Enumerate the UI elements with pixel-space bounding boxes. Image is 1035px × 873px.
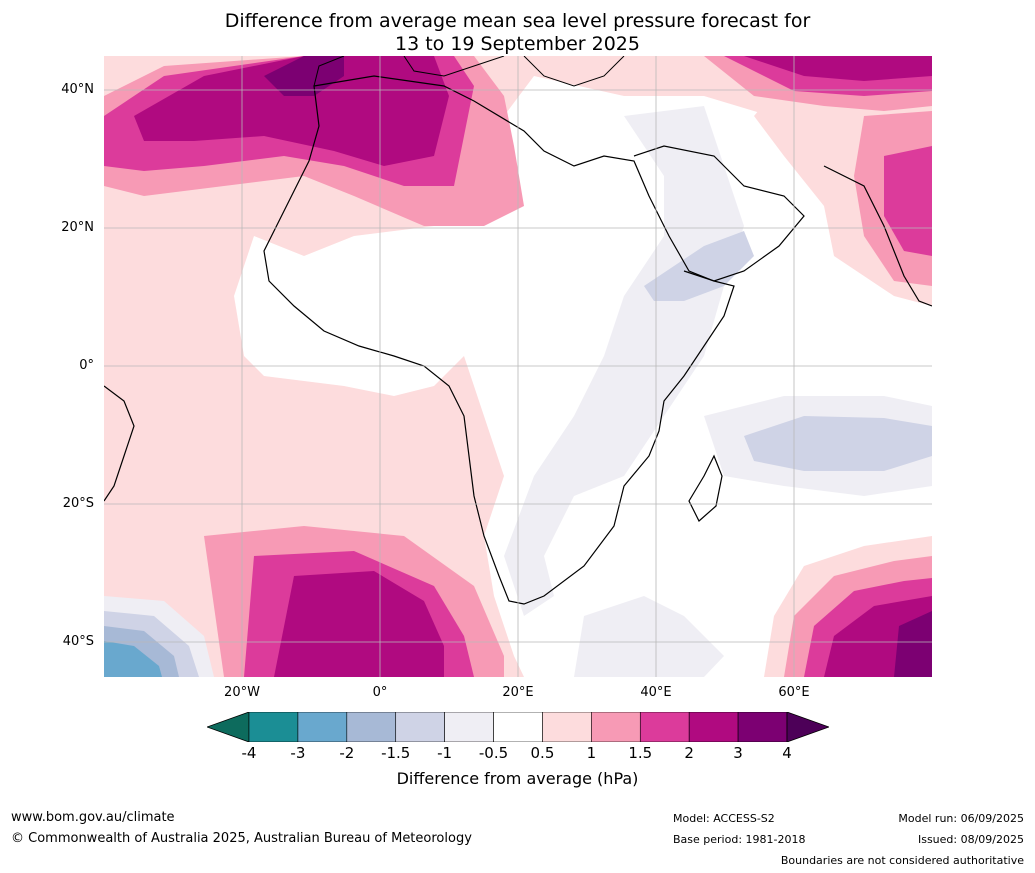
- lon-label-40e: 40°E: [640, 685, 672, 700]
- footer-website: www.bom.gov.au/climate: [11, 810, 175, 825]
- colorbar-bin: [395, 711, 445, 743]
- colorbar-bin: [591, 711, 641, 743]
- lon-label-60e: 60°E: [778, 685, 810, 700]
- colorbar-bin: [248, 711, 299, 743]
- anomaly-region-pale-pink-west: [104, 56, 932, 677]
- map-title: Difference from average mean sea level p…: [0, 10, 1035, 56]
- lon-label-20w: 20°W: [224, 685, 260, 700]
- colorbar-tick-label: 1.5: [628, 744, 653, 762]
- footer-issued: Issued: 08/09/2025: [917, 833, 1024, 846]
- anomaly-region-nw-core: [264, 56, 344, 96]
- colorbar-bin: [297, 711, 348, 743]
- footer-base-period: Base period: 1981-2018: [673, 833, 806, 846]
- colorbar-tick-label: -4: [241, 744, 257, 762]
- anomaly-region-sind-core: [894, 611, 932, 677]
- colorbar-tick-label: -1: [437, 744, 453, 762]
- footer-model-run: Model run: 06/09/2025: [898, 812, 1024, 825]
- europe-coastline: [313, 56, 625, 87]
- colorbar-bin: [737, 711, 788, 743]
- colorbar-tick-label: -0.5: [478, 744, 509, 762]
- anomaly-region-ne-deep: [744, 56, 932, 81]
- colorbar-title: Difference from average (hPa): [396, 769, 639, 788]
- colorbar-bin: [493, 711, 543, 743]
- colorbar-tick-label: 3: [733, 744, 743, 762]
- anomaly-region-india-magenta: [884, 146, 932, 256]
- colorbar-extend-low: [205, 711, 250, 743]
- colorbar-bin: [346, 711, 397, 743]
- lon-label-0: 0°: [372, 685, 388, 700]
- colorbar-tick-label: 0.5: [530, 744, 555, 762]
- colorbar-bin: [688, 711, 739, 743]
- lat-label-40n: 40°N: [61, 82, 94, 97]
- colorbar-tick-label: 4: [782, 744, 792, 762]
- anomaly-region-sw-blue: [104, 641, 162, 677]
- south-america-coastline: [104, 385, 135, 502]
- colorbar-tick-label: -2: [339, 744, 355, 762]
- graticule: [104, 56, 932, 677]
- colorbar: [205, 711, 831, 743]
- anomaly-region-blue-grey-indian: [744, 416, 932, 471]
- colorbar-extend-high: [786, 711, 831, 743]
- anomaly-region-lavender-east-africa: [504, 106, 744, 616]
- lat-label-0: 0°: [79, 358, 94, 373]
- colorbar-tick-label: 2: [684, 744, 694, 762]
- colorbar-bin: [444, 711, 494, 743]
- map-title-line2: 13 to 19 September 2025: [395, 33, 640, 55]
- colorbar-tick-label: -1.5: [381, 744, 411, 762]
- colorbar-bin: [639, 711, 690, 743]
- africa-coastline: [263, 75, 735, 605]
- pressure-anomaly-map: [104, 56, 932, 677]
- footer-copyright: © Commonwealth of Australia 2025, Austra…: [11, 831, 472, 846]
- map-title-line1: Difference from average mean sea level p…: [224, 10, 811, 32]
- india-coastline: [823, 165, 932, 307]
- footer-model: Model: ACCESS-S2: [673, 812, 775, 825]
- lat-label-20s: 20°S: [62, 496, 94, 511]
- lon-label-20e: 20°E: [502, 685, 534, 700]
- anomaly-region-lavender-south: [574, 596, 724, 677]
- colorbar-tick-label: -3: [290, 744, 306, 762]
- anomaly-region-nw-deep: [134, 56, 449, 166]
- footer-disclaimer: Boundaries are not considered authoritat…: [780, 854, 1024, 867]
- madagascar-coastline: [688, 454, 723, 522]
- anomaly-region-satl-deep: [274, 571, 444, 677]
- anomaly-region-blue-grey-arabia: [644, 231, 754, 301]
- colorbar-bin: [542, 711, 592, 743]
- lat-label-40s: 40°S: [62, 634, 94, 649]
- colorbar-tick-label: 1: [586, 744, 597, 762]
- lat-label-20n: 20°N: [61, 220, 94, 235]
